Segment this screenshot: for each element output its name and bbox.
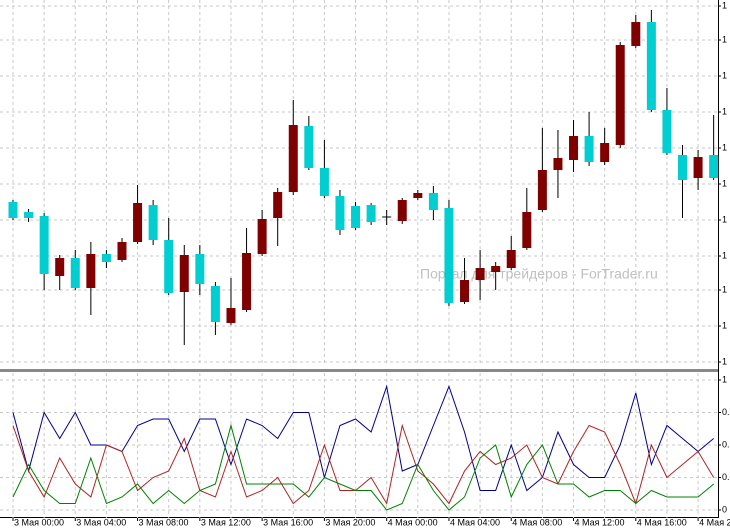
- candle-body: [257, 219, 267, 254]
- indicator-line: [12, 384, 714, 492]
- y-tick-label: 1: [722, 284, 727, 294]
- candle-body: [631, 22, 641, 46]
- y-tick-label: 0: [722, 504, 727, 514]
- candle-body: [273, 192, 283, 218]
- candle-body: [242, 253, 252, 310]
- candle-body: [428, 193, 438, 210]
- candle-body: [226, 308, 236, 323]
- candle-body: [117, 242, 127, 260]
- x-tick-label: 3 Мая 00:00: [14, 517, 64, 527]
- candle-body: [70, 258, 80, 288]
- candle-body: [678, 155, 688, 180]
- y-tick-label: 1: [722, 34, 727, 44]
- x-tick-label: 4 Мая 00:00: [388, 517, 438, 527]
- candle-body: [133, 203, 143, 242]
- y-tick-label: 0.2: [722, 472, 730, 482]
- candle-body: [335, 196, 345, 230]
- indicator-line: [12, 423, 715, 506]
- y-tick-label: 1: [722, 178, 727, 188]
- indicator-line: [12, 423, 714, 511]
- candle-body: [366, 205, 376, 222]
- candle-body: [351, 206, 361, 228]
- candle-body: [646, 22, 656, 110]
- x-tick-label: 4 Мая 04:00: [450, 517, 500, 527]
- candle-body: [179, 255, 189, 292]
- y-tick-label: 0.7: [722, 407, 730, 417]
- x-tick-label: 4 Мая 08:00: [512, 517, 562, 527]
- candle-body: [491, 266, 501, 272]
- candle-body: [148, 205, 158, 240]
- candle-body: [615, 45, 625, 145]
- candle-body: [55, 258, 65, 276]
- y-tick-label: 1: [722, 70, 727, 80]
- candle-body: [288, 125, 298, 192]
- y-tick-label: 1: [722, 356, 727, 366]
- candle-body: [693, 157, 703, 178]
- candle-body: [537, 170, 547, 210]
- y-tick-label: 1: [722, 374, 727, 384]
- candle-body: [522, 212, 532, 248]
- candle-body: [319, 168, 329, 196]
- candle-body: [210, 286, 220, 322]
- candle-body: [475, 268, 485, 280]
- y-tick-label: 1: [722, 250, 727, 260]
- candle-body: [444, 208, 454, 303]
- x-tick-label: 3 Мая 08:00: [139, 517, 189, 527]
- candle-body: [101, 254, 111, 262]
- x-tick-label: 3 Мая 04:00: [76, 517, 126, 527]
- x-tick-label: 4 Мая 16:00: [637, 517, 687, 527]
- candle-body: [569, 136, 579, 160]
- x-tick-label: 3 Мая 20:00: [325, 517, 375, 527]
- y-tick-label: 1: [722, 0, 727, 10]
- watermark: Портал для трейдеров - ForTrader.ru: [420, 266, 658, 282]
- candle-body: [86, 254, 96, 288]
- panel-separator: [0, 369, 718, 372]
- x-tick-label: 4 Мая 12:00: [575, 517, 625, 527]
- candle-body: [304, 126, 314, 168]
- candle-body: [460, 280, 470, 302]
- y-tick-label: 0.5: [722, 439, 730, 449]
- y-tick-label: 1: [722, 320, 727, 330]
- candle-body: [397, 200, 407, 221]
- candle-body: [662, 110, 672, 153]
- candle-body: [553, 158, 563, 170]
- candle-body: [709, 155, 719, 178]
- candle-body: [584, 136, 594, 162]
- y-tick-label: 1: [722, 142, 727, 152]
- y-tick-label: 1: [722, 106, 727, 116]
- x-tick-label: 3 Мая 16:00: [263, 517, 313, 527]
- candle-body: [8, 202, 18, 218]
- y-tick-label: 1: [722, 214, 727, 224]
- candle-body: [506, 250, 516, 268]
- candle-body: [600, 143, 610, 162]
- candle-body: [164, 240, 174, 293]
- x-tick-label: 3 Мая 12:00: [201, 517, 251, 527]
- x-tick-label: 4 Мая 20:00: [699, 517, 730, 527]
- candle-body: [413, 193, 423, 198]
- candle-body: [195, 254, 205, 284]
- candle-body: [24, 212, 34, 218]
- candle-body: [39, 216, 49, 274]
